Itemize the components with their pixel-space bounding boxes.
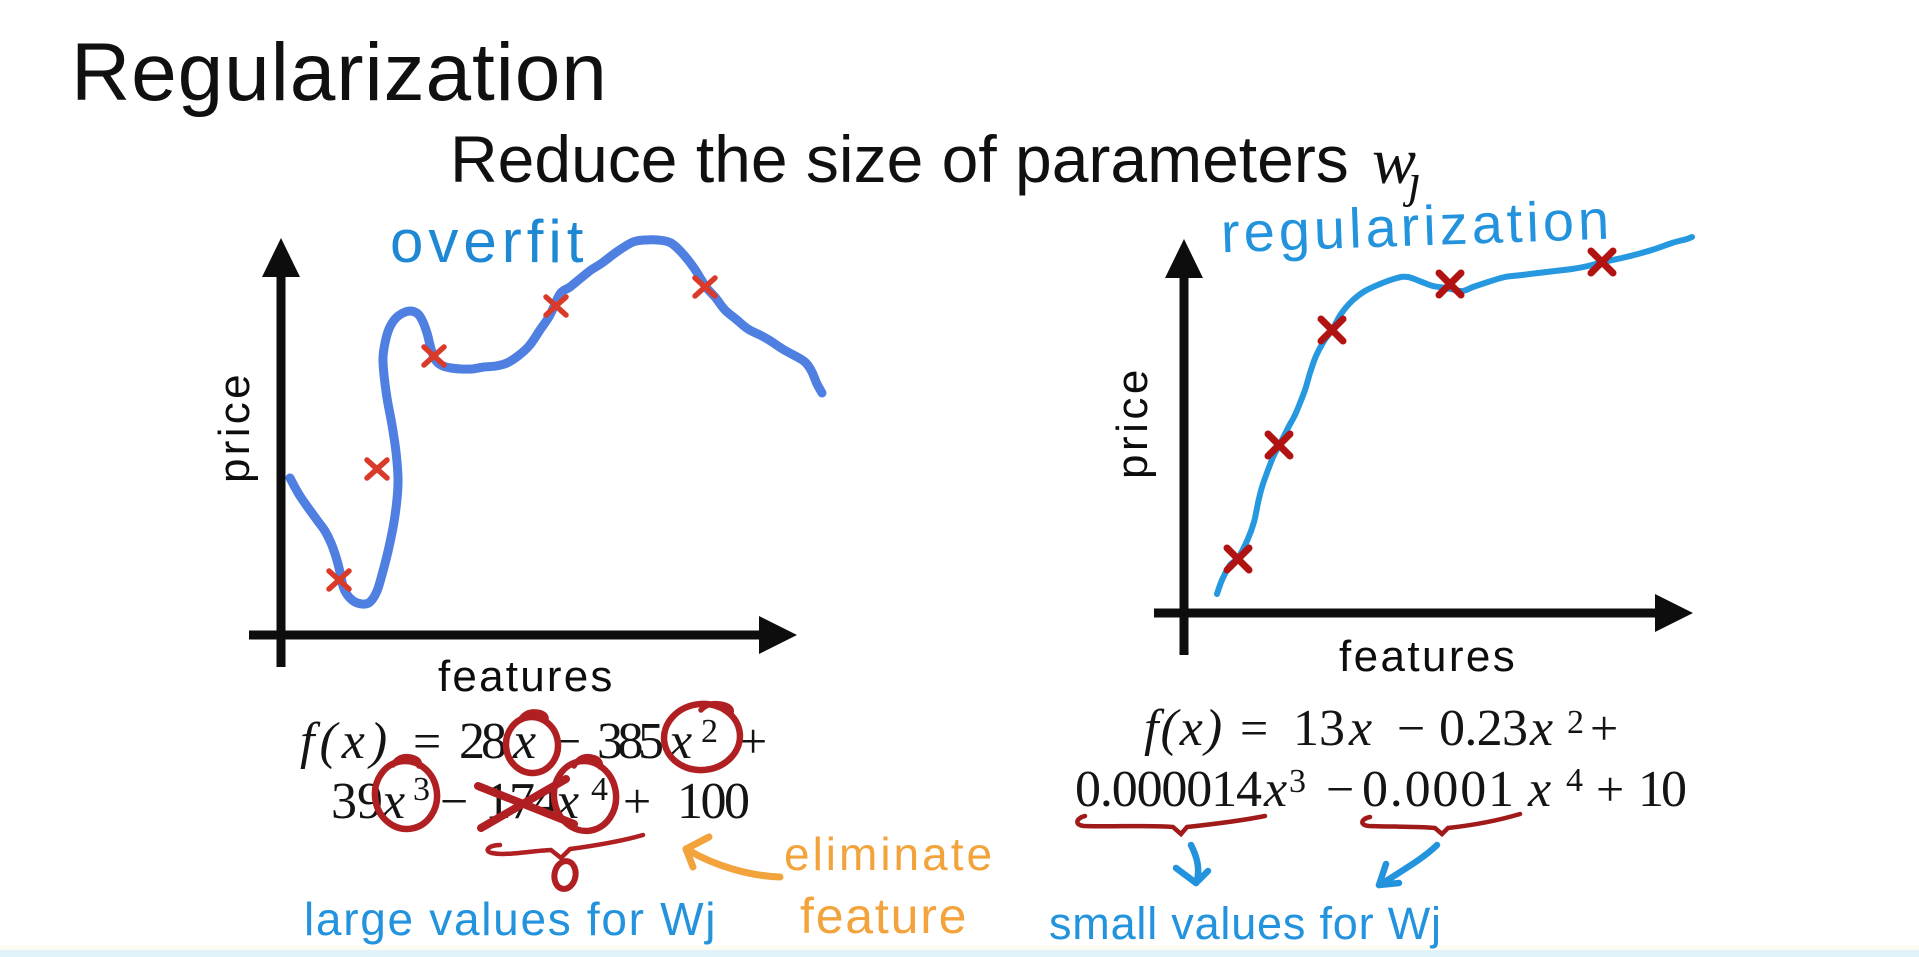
svg-text:2: 2: [701, 713, 718, 750]
svg-text:x: x: [1527, 761, 1551, 818]
svg-text:+: +: [1596, 761, 1624, 817]
svg-text:0.23: 0.23: [1439, 700, 1528, 757]
svg-text:Reduce the size of parameters: Reduce the size of parameters: [450, 122, 1349, 196]
svg-text:0.0001: 0.0001: [1362, 761, 1514, 818]
svg-text:−: −: [1326, 761, 1354, 817]
svg-text:0.000014: 0.000014: [1075, 761, 1262, 818]
svg-text:x: x: [1348, 700, 1372, 757]
svg-text:10: 10: [1638, 761, 1687, 818]
svg-text:x: x: [1529, 700, 1553, 757]
svg-text:=: =: [1240, 700, 1268, 756]
svg-text:large values for Wj: large values for Wj: [304, 893, 717, 945]
svg-text:price: price: [210, 371, 259, 483]
svg-text:f(x): f(x): [1144, 700, 1224, 757]
svg-text:2: 2: [1567, 704, 1584, 741]
svg-text:13: 13: [1293, 700, 1345, 757]
svg-text:+: +: [739, 713, 767, 769]
svg-text:385: 385: [597, 713, 664, 770]
svg-text:price: price: [1108, 366, 1157, 479]
svg-text:f(x): f(x): [300, 713, 392, 770]
svg-text:x: x: [1263, 761, 1287, 818]
svg-text:w: w: [1372, 125, 1416, 198]
svg-text:feature: feature: [800, 888, 968, 944]
svg-text:eliminate: eliminate: [784, 828, 995, 880]
svg-text:overfit: overfit: [390, 208, 588, 275]
svg-text:3: 3: [413, 771, 430, 808]
svg-text:28: 28: [459, 713, 507, 770]
svg-text:3: 3: [1289, 763, 1306, 800]
svg-text:Regularization: Regularization: [71, 27, 608, 118]
svg-text:features: features: [1339, 632, 1517, 681]
svg-text:small values for Wj: small values for Wj: [1049, 898, 1442, 949]
svg-text:100: 100: [677, 773, 750, 830]
svg-text:4: 4: [1566, 762, 1583, 799]
svg-text:−: −: [1397, 700, 1425, 756]
svg-text:−: −: [440, 773, 468, 829]
svg-text:4: 4: [591, 771, 608, 808]
svg-text:features: features: [438, 652, 615, 701]
svg-text:+: +: [1590, 700, 1618, 756]
svg-text:regularization: regularization: [1220, 188, 1614, 265]
svg-text:+: +: [623, 773, 651, 829]
